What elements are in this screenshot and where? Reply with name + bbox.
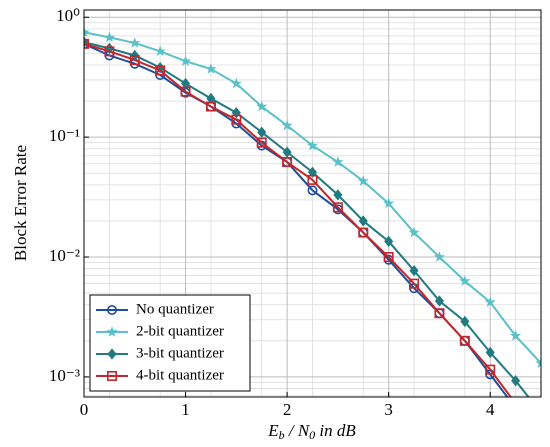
y-tick-label: 10⁰ [56, 6, 80, 25]
x-label-part: 0 [309, 428, 315, 442]
x-tick-label: 2 [283, 400, 292, 419]
data-point [154, 45, 166, 57]
data-point [511, 375, 521, 387]
legend-label: 3-bit quantizer [136, 345, 224, 361]
data-point [307, 185, 318, 196]
x-tick-label: 1 [181, 400, 190, 419]
data-point [537, 408, 545, 418]
data-point [459, 335, 470, 346]
x-label-part: E [267, 421, 279, 440]
plot-area [84, 26, 545, 418]
data-point [433, 251, 446, 262]
y-tick-label: 10⁻² [49, 246, 80, 265]
data-point [332, 156, 344, 167]
x-tick-label: 0 [80, 400, 89, 419]
data-point [434, 295, 444, 307]
x-label-part: in dB [315, 421, 356, 440]
data-point [129, 37, 141, 48]
data-point [206, 92, 216, 105]
data-point [205, 101, 216, 112]
data-point [409, 265, 419, 277]
data-point [509, 329, 522, 341]
data-point [179, 55, 192, 66]
data-point [256, 137, 267, 148]
data-point [485, 364, 496, 375]
data-point [358, 227, 369, 238]
x-tick-label: 3 [384, 400, 393, 419]
legend-marker [107, 304, 118, 315]
x-axis-label: Eb / N0 in dB [267, 421, 356, 442]
data-point [535, 357, 541, 369]
data-point [155, 65, 166, 76]
y-tick-label: 10⁻¹ [49, 126, 80, 145]
legend: No quantizer 2-bit quantizer 3-bit quantiz… [89, 294, 251, 392]
data-point [409, 278, 420, 289]
data-point [485, 346, 495, 359]
y-tick-label: 10⁻³ [49, 366, 80, 385]
data-point [257, 126, 267, 138]
data-point [282, 157, 293, 168]
data-point [511, 399, 519, 407]
data-point [84, 26, 90, 38]
data-point [460, 315, 470, 328]
data-point [103, 31, 116, 43]
data-point [383, 197, 395, 209]
data-point [181, 77, 191, 90]
legend-label: 2-bit quantizer [136, 323, 224, 339]
data-point [358, 215, 368, 227]
data-point [384, 235, 394, 248]
data-point [205, 63, 217, 74]
data-point [484, 296, 496, 307]
legend-marker [107, 348, 117, 360]
data-point [281, 119, 293, 131]
legend-marker [107, 370, 118, 381]
plot-frame [83, 9, 542, 398]
x-tick-label: 4 [486, 400, 495, 419]
y-axis-label: Block Error Rate [11, 145, 30, 261]
x-label-part: b [279, 428, 285, 442]
data-point [306, 139, 319, 151]
data-point [511, 404, 519, 412]
data-point [383, 252, 394, 263]
data-point [332, 202, 343, 213]
data-point [459, 275, 471, 286]
data-point [434, 308, 445, 319]
data-point [230, 77, 242, 89]
data-point [256, 100, 268, 112]
x-label-part: / N [285, 421, 311, 440]
data-point [357, 175, 369, 186]
data-point [180, 86, 191, 97]
legend-label: 4-bit quantizer [136, 367, 224, 383]
data-point [129, 55, 140, 66]
data-point [231, 114, 242, 125]
data-point [307, 174, 318, 185]
data-point [408, 226, 420, 238]
legend-marker [106, 326, 118, 337]
data-point [333, 189, 343, 201]
data-point [104, 46, 115, 57]
legend-label: No quantizer [136, 301, 214, 317]
data-point [307, 166, 318, 178]
